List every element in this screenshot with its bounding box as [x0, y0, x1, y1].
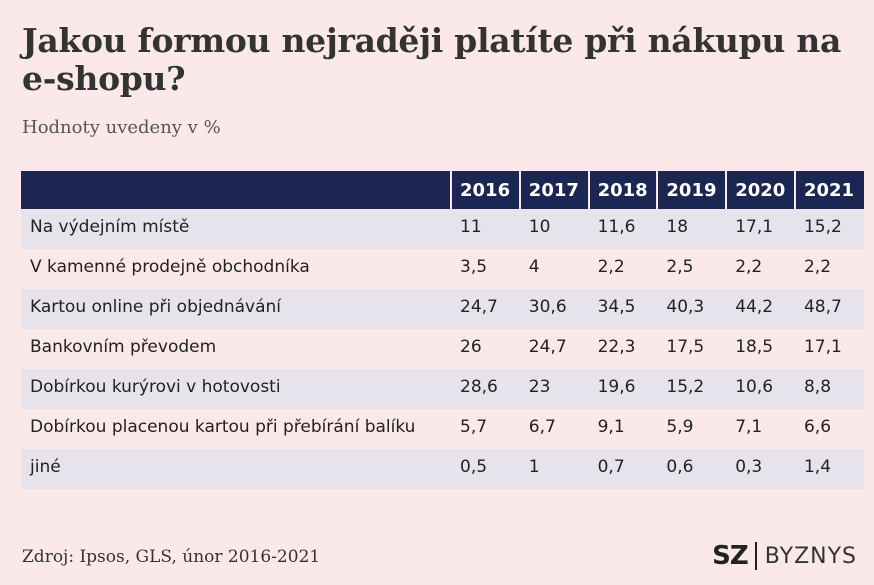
- cell-value-2018: 11,6: [588, 209, 658, 249]
- cell-value-2016: 5,7: [451, 409, 520, 449]
- header-label-cell: [21, 171, 451, 209]
- logo-byznys: BYZNYS: [764, 543, 857, 569]
- cell-value-2016: 3,5: [451, 249, 520, 289]
- table-header-row: 2016 2017 2018 2019 2020 2021: [21, 171, 864, 209]
- row-label: V kamenné prodejně obchodníka: [21, 249, 451, 289]
- cell-value-2020: 18,5: [726, 329, 795, 369]
- cell-value-2017: 24,7: [519, 329, 589, 369]
- cell-value-2016: 0,5: [451, 449, 520, 489]
- row-label: Kartou online při objednávání: [21, 289, 451, 329]
- cell-value-2021: 17,1: [794, 329, 864, 369]
- cell-value-2019: 17,5: [657, 329, 727, 369]
- cell-value-2017: 10: [519, 209, 589, 249]
- source-note: Zdroj: Ipsos, GLS, únor 2016-2021: [22, 547, 321, 567]
- cell-value-2020: 44,2: [726, 289, 795, 329]
- cell-value-2018: 9,1: [588, 409, 658, 449]
- cell-value-2018: 0,7: [588, 449, 658, 489]
- header-year-2021: 2021: [793, 171, 864, 209]
- row-label: Bankovním převodem: [21, 329, 451, 369]
- cell-value-2016: 28,6: [451, 369, 520, 409]
- cell-value-2018: 34,5: [588, 289, 658, 329]
- cell-value-2020: 10,6: [726, 369, 795, 409]
- table-row: Na výdejním místě 11 10 11,6 18 17,1 15,2: [21, 209, 864, 249]
- row-label: jiné: [21, 449, 451, 489]
- header-year-2016: 2016: [450, 171, 520, 209]
- header-year-2017: 2017: [518, 171, 589, 209]
- logo-divider: [754, 542, 757, 570]
- cell-value-2021: 1,4: [794, 449, 864, 489]
- row-label: Na výdejním místě: [21, 209, 451, 249]
- cell-value-2017: 30,6: [519, 289, 589, 329]
- cell-value-2021: 15,2: [794, 209, 864, 249]
- cell-value-2018: 22,3: [588, 329, 658, 369]
- cell-value-2017: 23: [519, 369, 589, 409]
- table-row: jiné 0,5 1 0,7 0,6 0,3 1,4: [21, 449, 864, 489]
- chart-subtitle: Hodnoty uvedeny v %: [22, 117, 221, 138]
- cell-value-2019: 2,5: [657, 249, 727, 289]
- row-label: Dobírkou kurýrovi v hotovosti: [21, 369, 451, 409]
- data-table: 2016 2017 2018 2019 2020 2021 Na výdejním mís…: [20, 171, 864, 489]
- table-row: Dobírkou placenou kartou při přebírání b…: [21, 409, 864, 449]
- row-label: Dobírkou placenou kartou při přebírání b…: [21, 409, 451, 449]
- table-row: Dobírkou kurýrovi v hotovosti 28,6 23 19,6 1…: [21, 369, 864, 409]
- cell-value-2017: 6,7: [519, 409, 589, 449]
- chart-title: Jakou formou nejraději platíte při nákup…: [22, 21, 842, 98]
- cell-value-2017: 1: [519, 449, 589, 489]
- table-row: Bankovním převodem 26 24,7 22,3 17,5 18,5 17,1: [21, 329, 864, 369]
- cell-value-2019: 40,3: [657, 289, 727, 329]
- cell-value-2020: 7,1: [726, 409, 795, 449]
- cell-value-2019: 18: [657, 209, 727, 249]
- cell-value-2020: 0,3: [726, 449, 795, 489]
- logo-sz: SZ: [712, 541, 749, 571]
- cell-value-2021: 2,2: [794, 249, 864, 289]
- cell-value-2019: 0,6: [657, 449, 727, 489]
- cell-value-2017: 4: [519, 249, 589, 289]
- cell-value-2018: 19,6: [588, 369, 658, 409]
- cell-value-2020: 17,1: [726, 209, 795, 249]
- cell-value-2021: 8,8: [794, 369, 864, 409]
- cell-value-2016: 26: [451, 329, 520, 369]
- cell-value-2021: 48,7: [794, 289, 864, 329]
- sz-byznys-logo: SZ BYZNYS: [712, 540, 857, 572]
- cell-value-2018: 2,2: [588, 249, 658, 289]
- header-year-2019: 2019: [656, 171, 727, 209]
- cell-value-2020: 2,2: [726, 249, 795, 289]
- header-year-2018: 2018: [587, 171, 658, 209]
- cell-value-2021: 6,6: [794, 409, 864, 449]
- cell-value-2016: 24,7: [451, 289, 520, 329]
- table-row: V kamenné prodejně obchodníka 3,5 4 2,2 2,5 2…: [21, 249, 864, 289]
- header-year-2020: 2020: [725, 171, 795, 209]
- cell-value-2019: 15,2: [657, 369, 727, 409]
- table-row: Kartou online při objednávání 24,7 30,6 34,…: [21, 289, 864, 329]
- cell-value-2019: 5,9: [657, 409, 727, 449]
- cell-value-2016: 11: [451, 209, 520, 249]
